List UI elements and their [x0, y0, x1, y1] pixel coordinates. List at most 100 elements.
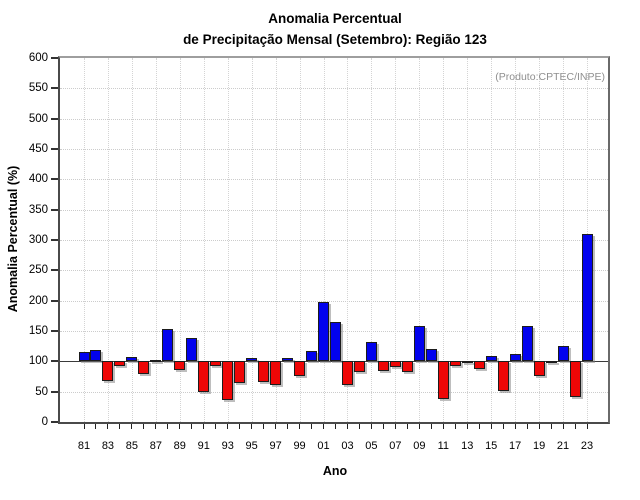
y-axis-tick-label: 500 — [28, 112, 48, 125]
x-axis-tick — [119, 424, 121, 429]
gridline-horizontal — [60, 270, 608, 272]
x-axis-tick — [406, 424, 408, 429]
gridline-vertical — [179, 58, 181, 422]
x-axis-tick-label: 07 — [389, 440, 402, 452]
y-axis-tick — [51, 57, 58, 59]
gridline-horizontal — [60, 88, 608, 90]
y-axis-tick-label: 550 — [28, 82, 48, 95]
x-axis-tick-label: 81 — [77, 440, 91, 452]
gridline-vertical — [539, 58, 541, 422]
x-axis-tick — [95, 424, 97, 429]
bar-negative — [353, 361, 365, 373]
gridline-vertical — [299, 58, 301, 422]
x-axis-tick — [466, 424, 468, 429]
gridline-vertical — [251, 58, 253, 422]
y-axis-title: Anomalia Percentual (%) — [6, 165, 20, 313]
bar-negative — [449, 361, 461, 367]
chart-title-line1: Anomalia Percentual — [268, 11, 402, 26]
x-axis-tick-label: 03 — [341, 440, 354, 452]
gridline-horizontal — [60, 118, 608, 120]
gridline-vertical — [155, 58, 157, 422]
x-axis-tick-label: 95 — [245, 440, 258, 452]
y-axis-tick — [51, 360, 58, 363]
y-axis-tick — [51, 269, 58, 272]
gridline-vertical — [84, 58, 85, 422]
x-axis-tick — [574, 424, 576, 429]
y-axis-tick-label: 350 — [28, 203, 48, 216]
x-axis-tick — [239, 424, 241, 429]
gridline-horizontal — [60, 149, 608, 150]
bar-negative — [461, 361, 473, 364]
gridline-vertical — [323, 58, 325, 422]
bar-positive — [126, 357, 138, 362]
y-axis-tick — [51, 208, 58, 211]
gridline-vertical — [563, 58, 565, 422]
x-axis-tick — [442, 424, 444, 429]
x-axis-tick — [287, 424, 289, 429]
gridline-horizontal — [60, 209, 608, 211]
gridline-vertical — [275, 58, 277, 422]
bar-negative — [497, 361, 509, 392]
x-axis-tick-label: 93 — [221, 440, 234, 452]
bar-negative — [569, 361, 581, 397]
bar-negative — [138, 361, 150, 375]
x-axis-tick — [299, 424, 301, 429]
product-annotation: (Produto:CPTEC/INPE) — [495, 71, 605, 83]
x-axis-tick — [323, 424, 325, 429]
x-axis-tick — [311, 424, 313, 429]
x-axis-tick-label: 83 — [101, 440, 115, 452]
bar-negative — [389, 361, 401, 367]
bar-negative — [473, 361, 485, 369]
bar-positive — [78, 351, 90, 362]
x-axis-tick-label: 91 — [197, 440, 210, 452]
x-axis-tick — [83, 424, 85, 429]
x-axis-tick — [346, 424, 348, 429]
y-axis-tick — [51, 117, 58, 120]
x-axis-tick — [335, 424, 336, 429]
bar-positive — [425, 349, 437, 362]
x-axis-tick-label: 87 — [149, 440, 162, 452]
bar-positive — [365, 341, 377, 362]
y-axis-tick — [51, 390, 58, 393]
x-axis-tick — [167, 424, 169, 429]
bar-negative — [533, 361, 545, 376]
y-axis-tick — [51, 239, 58, 241]
x-axis-tick — [179, 424, 181, 429]
bar-negative — [294, 361, 306, 377]
bar-negative — [377, 361, 389, 372]
x-axis-tick-label: 13 — [461, 440, 474, 452]
bar-negative — [234, 361, 246, 384]
gridline-vertical — [515, 58, 517, 422]
y-axis-tick — [51, 299, 58, 302]
x-axis-tick-label: 97 — [269, 440, 282, 452]
x-axis-tick-label: 23 — [580, 440, 594, 452]
x-axis-tick-label: 99 — [293, 440, 306, 452]
bar-positive — [246, 357, 258, 362]
x-axis-tick-label: 21 — [556, 440, 570, 452]
bar-negative — [114, 361, 126, 367]
y-axis-tick — [51, 330, 58, 332]
gridline-horizontal — [60, 179, 608, 181]
bar-negative — [270, 361, 282, 385]
y-axis-tick-label: 0 — [41, 416, 48, 428]
x-axis-tick — [107, 424, 109, 429]
x-axis-tick-label: 85 — [125, 440, 139, 452]
x-axis-tick-label: 05 — [365, 440, 378, 452]
y-axis-tick — [51, 421, 58, 423]
x-axis-tick-label: 19 — [532, 440, 546, 452]
bar-positive — [413, 326, 425, 362]
x-axis-tick-label: 01 — [317, 440, 330, 452]
gridline-vertical — [491, 58, 493, 422]
chart-title-line2: de Precipitação Mensal (Setembro): Regiã… — [183, 32, 487, 47]
y-axis-tick-label: 200 — [28, 294, 48, 307]
x-axis-tick-label: 11 — [437, 440, 449, 452]
bar-negative — [545, 361, 557, 364]
bar-positive — [150, 360, 162, 363]
bar-positive — [521, 326, 533, 362]
gridline-vertical — [395, 58, 397, 422]
x-axis-tick — [131, 424, 133, 429]
gridline-vertical — [419, 58, 421, 422]
y-axis-tick-label: 300 — [28, 234, 48, 246]
x-axis-tick — [263, 424, 265, 429]
